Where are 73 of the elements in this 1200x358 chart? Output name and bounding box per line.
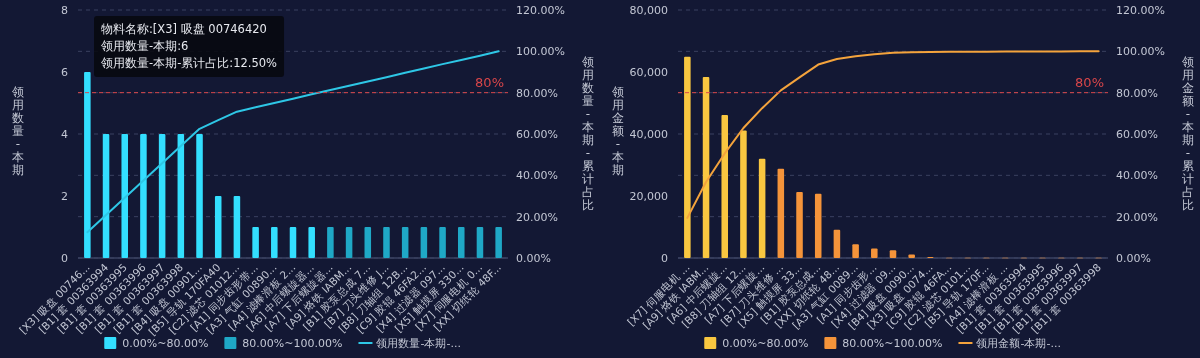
bar — [420, 227, 428, 258]
y2-tick-label: 80.00% — [516, 86, 558, 100]
text: 领用金额-本期-累计占比 — [1182, 55, 1194, 212]
bar — [140, 134, 147, 258]
y2-tick-label: 120.00% — [516, 4, 565, 17]
bar — [364, 227, 372, 258]
legend-label: 80.00%~100.00% — [242, 337, 343, 350]
bar — [102, 134, 110, 258]
y2-tick-label: 20.00% — [1116, 210, 1158, 224]
bar — [196, 134, 203, 258]
y-tick-label: 2 — [61, 190, 68, 203]
bar — [177, 134, 185, 258]
y-tick-label: 0 — [661, 252, 668, 265]
ref-line-label: 80% — [475, 74, 504, 90]
legend-label: 0.00%~80.00% — [122, 337, 209, 350]
bar — [289, 227, 297, 258]
y2-tick-label: 40.00% — [1116, 169, 1158, 183]
bar — [121, 134, 129, 258]
bar — [252, 227, 259, 258]
bar — [84, 72, 91, 258]
y2-tick-label: 100.00% — [516, 45, 565, 59]
y2-tick-label: 100.00% — [1116, 45, 1165, 59]
legend-label: 领用数量-本期-... — [376, 337, 461, 350]
bar — [871, 248, 878, 258]
y2-tick-label: 80.00% — [1116, 86, 1158, 100]
y-axis-title: 领用数量-本期 — [12, 85, 24, 177]
bar — [457, 227, 465, 258]
y2-tick-label: 0.00% — [1116, 252, 1151, 265]
y-axis-title: 领用金额-本期 — [612, 85, 624, 177]
bar — [777, 168, 785, 258]
legend-label: 领用金额-本期-... — [976, 337, 1061, 350]
y-tick-label: 80,000 — [629, 4, 668, 17]
bar — [401, 227, 409, 258]
ref-line-label: 80% — [1075, 74, 1104, 90]
legend-label: 0.00%~80.00% — [722, 337, 809, 350]
y2-tick-label: 120.00% — [1116, 4, 1165, 17]
y-tick-label: 4 — [61, 128, 68, 141]
y2-tick-label: 0.00% — [516, 252, 551, 265]
bar — [383, 227, 390, 258]
bar — [271, 227, 278, 258]
bar — [495, 227, 502, 258]
bar — [308, 227, 315, 258]
bar — [740, 130, 747, 258]
bar — [214, 196, 222, 258]
bar — [684, 56, 691, 258]
bar — [758, 158, 766, 258]
bar — [327, 227, 334, 258]
bar — [158, 134, 166, 258]
bar — [814, 193, 822, 258]
bar — [345, 227, 353, 258]
bar — [233, 196, 241, 258]
annotation: 领用数量-本期:6 — [101, 39, 189, 53]
text: 领用数量-本期-累计占比 — [582, 55, 594, 212]
annotation: 领用数量-本期-累计占比:12.50% — [101, 56, 278, 70]
y-tick-label: 8 — [61, 4, 68, 17]
y2-tick-label: 20.00% — [516, 210, 558, 224]
y2-tick-label: 60.00% — [1116, 128, 1158, 141]
bar — [439, 227, 446, 258]
bar — [796, 191, 803, 258]
bar — [852, 244, 859, 258]
bar — [833, 229, 841, 258]
y-tick-label: 0 — [61, 252, 68, 265]
bar — [889, 250, 897, 258]
annotation: 物料名称:[X3] 吸盘 00746420 — [101, 22, 267, 36]
y2-tick-label: 60.00% — [516, 128, 558, 141]
y-tick-label: 40,000 — [629, 128, 668, 141]
y-tick-label: 20,000 — [629, 190, 668, 203]
y-tick-label: 60,000 — [629, 66, 668, 79]
legend-label: 80.00%~100.00% — [842, 337, 943, 350]
y-tick-label: 6 — [61, 66, 68, 79]
bar — [476, 227, 484, 258]
y2-tick-label: 40.00% — [516, 169, 558, 183]
bar — [721, 115, 729, 258]
